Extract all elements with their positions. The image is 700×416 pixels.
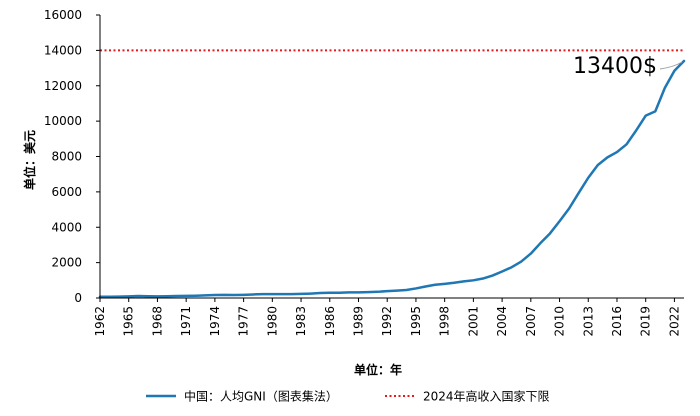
x-tick-label: 1989 — [351, 306, 365, 337]
y-tick-label: 12000 — [44, 79, 82, 93]
x-axis: 1962 1965 1968 1971 1974 1977 1980 1983 1986 1989… — [93, 297, 684, 337]
annotation-arrow — [659, 61, 683, 70]
x-tick-label: 1968 — [150, 306, 164, 337]
y-tick-label: 0 — [74, 291, 82, 305]
y-tick-label: 6000 — [51, 185, 82, 199]
x-tick-label: 1974 — [208, 306, 222, 337]
x-tick-label: 1992 — [380, 306, 394, 337]
y-tick-label: 8000 — [51, 150, 82, 164]
x-tick-label: 1998 — [438, 306, 452, 337]
x-tick-label: 1995 — [409, 306, 423, 337]
y-tick-label: 16000 — [44, 8, 82, 22]
legend-label: 中国：人均GNI（图表集法） — [184, 389, 338, 404]
legend-label: 2024年高收入国家下限 — [423, 389, 550, 404]
x-tick-label: 2013 — [581, 306, 595, 337]
x-tick-label: 2016 — [610, 306, 624, 337]
x-tick-label: 2022 — [667, 306, 681, 337]
y-axis-title: 单位：美元 — [22, 130, 37, 190]
y-tick-label: 14000 — [44, 43, 82, 57]
x-tick-label: 2004 — [495, 306, 509, 337]
y-tick-label: 10000 — [44, 114, 82, 128]
x-tick-label: 1980 — [265, 306, 279, 337]
annotation-label: 13400$ — [573, 54, 657, 79]
x-tick-label: 2019 — [639, 306, 653, 337]
x-tick-label: 1977 — [237, 306, 251, 337]
y-tick-label: 4000 — [51, 220, 82, 234]
series-line — [98, 59, 686, 299]
legend: 中国：人均GNI（图表集法） 2024年高收入国家下限 — [146, 389, 550, 404]
plot-area — [98, 49, 686, 299]
x-tick-label: 2007 — [524, 306, 538, 337]
x-tick-label: 1986 — [323, 306, 337, 337]
y-tick-label: 2000 — [51, 256, 82, 270]
x-tick-label: 2010 — [553, 306, 567, 337]
x-tick-label: 1971 — [179, 306, 193, 337]
x-tick-label: 2001 — [466, 306, 480, 337]
x-tick-label: 1983 — [294, 306, 308, 337]
annotations: 13400$ — [573, 54, 683, 79]
x-axis-title: 单位：年 — [354, 362, 402, 377]
y-axis: 0 2000 4000 6000 8000 10000 12000 14000 16000 — [44, 8, 101, 305]
x-tick-label: 1962 — [93, 306, 107, 337]
x-tick-label: 1965 — [122, 306, 136, 337]
